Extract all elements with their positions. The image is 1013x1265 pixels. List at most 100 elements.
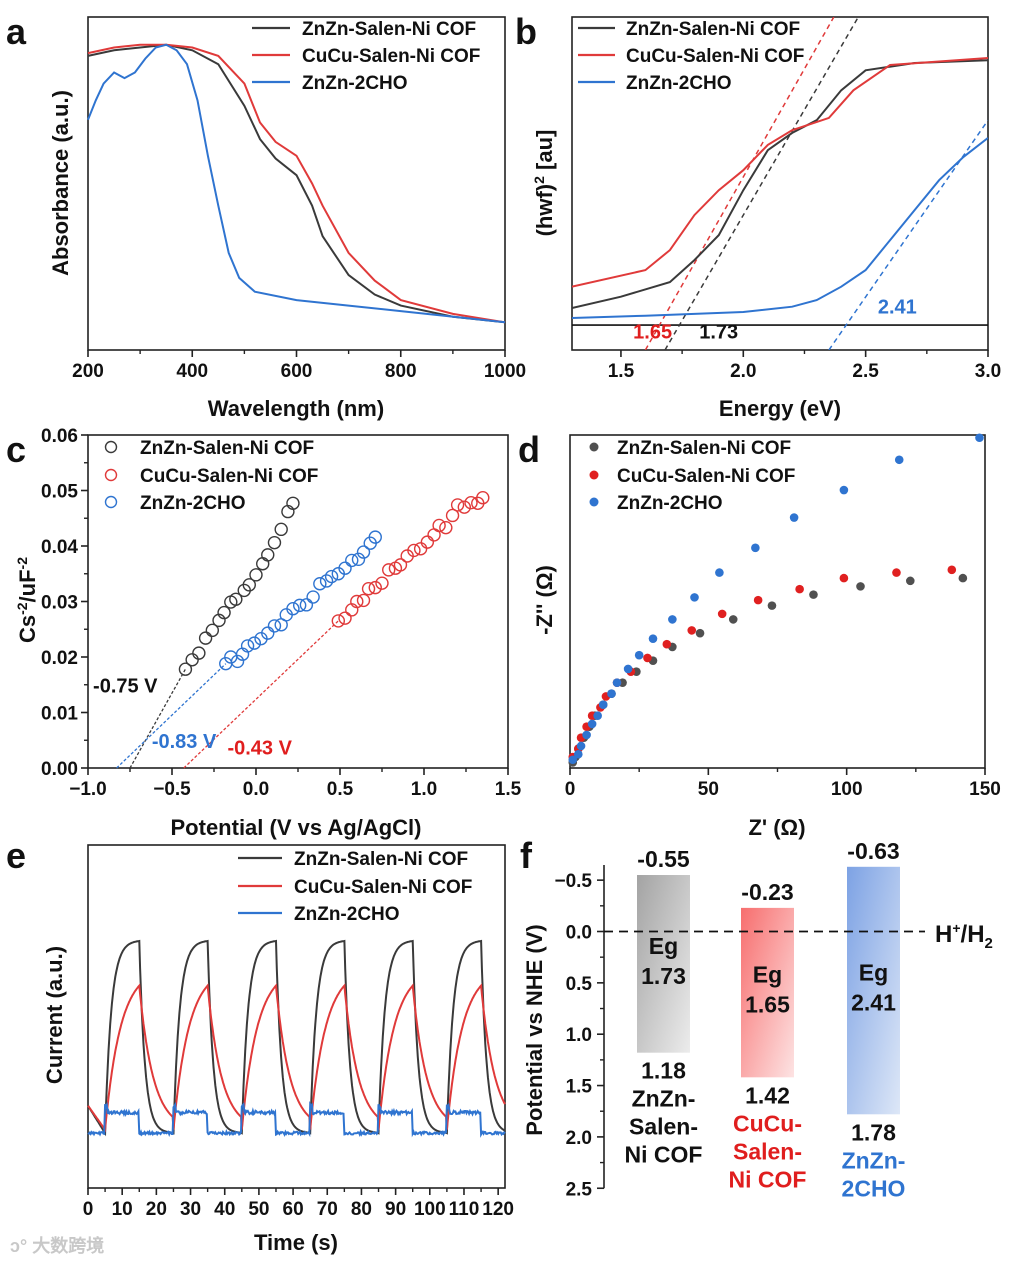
d-data-point xyxy=(795,585,804,594)
a-xtick-label: 600 xyxy=(281,361,313,382)
c-data-point xyxy=(452,499,464,511)
d-data-point xyxy=(649,634,658,643)
d-data-point xyxy=(663,640,672,649)
c-data-point xyxy=(314,578,326,590)
e-xtick-label: 90 xyxy=(385,1199,406,1220)
c-data-point xyxy=(433,519,445,531)
d-data-point xyxy=(668,615,677,624)
legend-label: CuCu-Salen-Ni COF xyxy=(626,46,804,67)
b-ylabel: (hwf)2 [au] xyxy=(531,130,557,237)
d-xtick-label: 50 xyxy=(698,779,719,800)
f-ytick-label: −0.5 xyxy=(554,871,592,892)
c-xtick-label: 1.0 xyxy=(411,779,437,800)
e-xtick-label: 10 xyxy=(112,1199,133,1220)
c-data-point xyxy=(421,536,433,548)
e-legend: ZnZn-Salen-Ni COF CuCu-Salen-Ni COF ZnZn… xyxy=(238,849,472,925)
f-eg-value: 1.73 xyxy=(641,963,686,989)
f-cb-label: -0.23 xyxy=(741,879,793,905)
a-xlabel: Wavelength (nm) xyxy=(208,396,384,421)
d-data-point xyxy=(643,654,652,663)
legend-label: CuCu-Salen-Ni COF xyxy=(302,46,480,67)
c-ytick-label: 0.02 xyxy=(41,648,78,669)
e-xlabel: Time (s) xyxy=(254,1230,338,1255)
f-vb-label: 1.42 xyxy=(745,1082,790,1108)
legend-label: ZnZn-Salen-Ni COF xyxy=(302,19,476,40)
legend-label: ZnZn-2CHO xyxy=(302,73,408,94)
c-xlabel: Potential (V vs Ag/AgCl) xyxy=(171,815,422,840)
f-ytick-label: 2.0 xyxy=(566,1128,592,1149)
e-ylabel: Current (a.u.) xyxy=(42,946,67,1084)
b-xlabel: Energy (eV) xyxy=(719,396,841,421)
e-xtick-label: 110 xyxy=(449,1199,480,1220)
d-data-point xyxy=(840,486,849,495)
a-xtick-label: 1000 xyxy=(484,361,526,382)
f-material-name: ZnZn- xyxy=(842,1147,906,1173)
legend-label: ZnZn-2CHO xyxy=(617,493,723,514)
d-data-point xyxy=(959,574,968,583)
d-data-point xyxy=(715,568,724,577)
c-data-point xyxy=(257,558,269,570)
f-axes: −0.50.00.51.01.52.02.5 xyxy=(554,865,604,1200)
d-data-point xyxy=(856,582,865,591)
c-data-point xyxy=(300,599,312,611)
d-data-point xyxy=(768,601,777,610)
c-annotation: -0.75 V xyxy=(93,676,158,698)
d-data-point xyxy=(613,678,622,687)
d-data-point xyxy=(840,574,849,583)
a-series-line xyxy=(88,45,505,323)
legend-label: CuCu-Salen-Ni COF xyxy=(140,466,318,487)
e-xtick-label: 70 xyxy=(317,1199,338,1220)
c-data-point xyxy=(250,569,262,581)
f-ytick-label: 0.5 xyxy=(566,974,593,995)
a-xtick-label: 400 xyxy=(176,361,208,382)
c-ytick-label: 0.06 xyxy=(41,426,78,447)
a-series-line xyxy=(88,45,505,323)
d-data-point xyxy=(593,711,602,720)
c-data-point xyxy=(268,537,280,549)
panel-label-c: c xyxy=(6,429,26,470)
c-data-point xyxy=(458,501,470,513)
c-xtick-label: 0.0 xyxy=(243,779,269,800)
d-data-point xyxy=(577,742,586,751)
d-data-point xyxy=(754,596,763,605)
d-data-point xyxy=(690,593,699,602)
f-eg-value: 2.41 xyxy=(851,990,896,1016)
d-data-point xyxy=(975,433,984,442)
e-xtick-label: 40 xyxy=(214,1199,235,1220)
f-material-name: 2CHO xyxy=(842,1175,906,1201)
legend-label: ZnZn-Salen-Ni COF xyxy=(617,438,791,459)
figure: 200 400 600 800 1000 1.5 2.0 2.5 3.01.65 1.732.41… xyxy=(0,0,1013,1265)
b-annotation: 1.65 xyxy=(633,321,672,343)
f-ylabel: Potential vs NHE (V) xyxy=(522,924,547,1135)
c-xtick-label: −0.5 xyxy=(153,779,191,800)
b-series-line xyxy=(572,60,988,308)
c-data-point xyxy=(358,594,370,606)
c-data-point xyxy=(326,571,338,583)
e-xtick-label: 100 xyxy=(414,1199,446,1220)
c-ytick-label: 0.04 xyxy=(41,537,78,558)
f-material-name: Salen- xyxy=(733,1138,802,1164)
f-eg-label: Eg xyxy=(859,960,888,986)
e-xtick-label: 80 xyxy=(351,1199,372,1220)
b-series-line xyxy=(572,138,988,318)
a-legend: ZnZn-Salen-Ni COF CuCu-Salen-Ni COF ZnZn… xyxy=(252,19,480,94)
legend-label: ZnZn-Salen-Ni COF xyxy=(626,19,800,40)
d-data-point xyxy=(809,590,818,599)
c-annotation: -0.83 V xyxy=(152,731,217,753)
d-xtick-label: 100 xyxy=(831,779,863,800)
b-xtick-label: 3.0 xyxy=(975,361,1001,382)
f-ytick-label: 2.5 xyxy=(566,1179,593,1200)
c-ytick-label: 0.03 xyxy=(41,593,78,614)
a-xtick-label: 800 xyxy=(385,361,417,382)
f-eg-label: Eg xyxy=(649,933,678,959)
d-data-point xyxy=(718,610,727,619)
c-xtick-label: −1.0 xyxy=(69,779,107,800)
c-ytick-label: 0.00 xyxy=(41,759,78,780)
d-data-point xyxy=(574,750,583,759)
f-ytick-label: 1.5 xyxy=(566,1077,593,1098)
c-ytick-label: 0.05 xyxy=(41,482,78,503)
c-xtick-label: 1.5 xyxy=(495,779,522,800)
legend-label: ZnZn-Salen-Ni COF xyxy=(294,849,468,870)
f-eg-value: 1.65 xyxy=(745,992,790,1018)
c-data-point xyxy=(321,575,333,587)
